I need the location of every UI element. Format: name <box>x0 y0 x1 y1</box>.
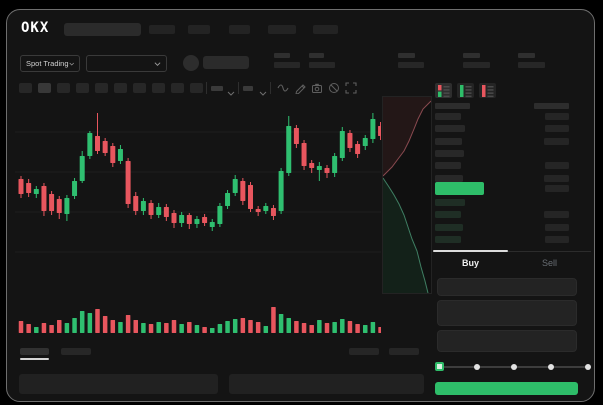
ask-row-amount[interactable] <box>544 137 569 145</box>
ask-row-amount[interactable] <box>545 113 569 120</box>
bottom-tab[interactable] <box>61 348 91 355</box>
chevron-down-icon[interactable] <box>259 84 267 96</box>
ask-row-amount[interactable] <box>544 174 569 182</box>
timeframe-button[interactable] <box>133 83 146 93</box>
orderbook-col-header-price <box>435 103 470 109</box>
timeframe-button[interactable] <box>190 83 203 93</box>
nav-item[interactable] <box>229 25 250 34</box>
bid-row-amount[interactable] <box>545 223 569 231</box>
bid-row-price[interactable] <box>435 223 463 231</box>
last-price-amount <box>545 185 569 192</box>
ask-row-price[interactable] <box>435 137 462 145</box>
order-input-field[interactable] <box>437 278 577 296</box>
timeframe-button[interactable] <box>152 83 165 93</box>
orderbook-last-price[interactable] <box>435 182 484 195</box>
fullscreen-icon[interactable] <box>345 81 357 94</box>
stat-value <box>463 62 490 68</box>
bottom-right-pill[interactable] <box>349 348 379 355</box>
buy-submit-button[interactable] <box>435 382 578 395</box>
tab-buy[interactable]: Buy <box>461 258 479 268</box>
pencil-icon[interactable] <box>294 81 306 95</box>
market-type-label: Spot Trading <box>26 59 69 68</box>
timeframe-button[interactable] <box>38 83 51 93</box>
stat-value <box>398 62 424 68</box>
chevron-down-icon <box>68 62 74 66</box>
orders-panel <box>19 374 218 394</box>
ask-row-price[interactable] <box>435 149 464 157</box>
ask-row-amount[interactable] <box>545 162 569 170</box>
timeframe-button[interactable] <box>95 83 108 93</box>
depth-chart-panel <box>382 96 432 294</box>
stat-label <box>518 53 535 58</box>
timeframe-button[interactable] <box>76 83 89 93</box>
bid-row-price[interactable] <box>435 199 465 206</box>
slider-stop-dot[interactable] <box>585 364 591 370</box>
order-input-field[interactable] <box>437 330 577 352</box>
slider-handle[interactable] <box>435 362 444 371</box>
orders-panel <box>229 374 424 394</box>
stat-label <box>309 53 324 58</box>
orderbook-col-header-amount <box>534 103 569 109</box>
tab-divider <box>433 251 591 252</box>
app-window: OKX Spot Trading <box>6 9 595 402</box>
last-price-display <box>203 56 249 69</box>
candlestick-chart[interactable] <box>15 101 381 291</box>
ask-row-price[interactable] <box>435 174 463 182</box>
slider-stop-dot[interactable] <box>548 364 554 370</box>
camera-icon[interactable] <box>311 81 323 93</box>
timeframe-button[interactable] <box>57 83 70 93</box>
book-bids-only-toggle[interactable] <box>457 83 474 98</box>
nav-item[interactable] <box>268 25 296 34</box>
timeframe-button[interactable] <box>171 83 184 93</box>
book-asks-only-toggle[interactable] <box>479 83 496 98</box>
chevron-down-icon <box>154 61 161 66</box>
nav-item[interactable] <box>188 25 210 34</box>
indicator-dropdown[interactable] <box>243 86 253 91</box>
indicator-dropdown[interactable] <box>211 86 223 91</box>
active-tab-underline <box>433 250 508 252</box>
bid-row-amount[interactable] <box>544 211 569 219</box>
bid-row-price[interactable] <box>435 211 461 219</box>
pair-coin-icon <box>183 55 199 71</box>
stat-label <box>398 53 415 58</box>
depth-chart[interactable] <box>382 97 432 294</box>
ask-row-amount[interactable] <box>545 125 569 133</box>
timeframe-button[interactable] <box>19 83 32 93</box>
stat-value <box>309 62 335 68</box>
stat-value <box>274 62 300 68</box>
bottom-tab[interactable] <box>20 348 49 355</box>
market-type-dropdown[interactable]: Spot Trading <box>20 55 80 72</box>
stat-label <box>463 53 480 58</box>
bottom-right-pill[interactable] <box>389 348 419 355</box>
bid-row-price[interactable] <box>435 235 461 243</box>
ask-row-price[interactable] <box>435 113 461 120</box>
ask-row-price[interactable] <box>435 162 461 170</box>
nav-item[interactable] <box>313 25 338 34</box>
tab-sell[interactable]: Sell <box>541 258 557 268</box>
okx-logo[interactable]: OKX <box>21 20 50 36</box>
wave-icon[interactable] <box>277 81 289 93</box>
book-combined-toggle[interactable] <box>435 83 452 98</box>
chevron-down-icon[interactable] <box>227 84 235 96</box>
volume-chart[interactable] <box>15 295 381 333</box>
bid-row-amount[interactable] <box>545 235 569 243</box>
stat-value <box>518 62 545 68</box>
pair-selector-dropdown[interactable] <box>86 55 167 72</box>
nav-item[interactable] <box>149 25 175 34</box>
timeframe-button[interactable] <box>114 83 127 93</box>
slider-stop-dot[interactable] <box>511 364 517 370</box>
circle-slash-icon[interactable] <box>328 81 340 93</box>
slider-stop-dot[interactable] <box>474 364 480 370</box>
toolbar-divider <box>270 82 271 94</box>
order-input-field[interactable] <box>437 300 577 326</box>
toolbar-divider <box>206 82 207 94</box>
active-bottom-tab-underline <box>20 358 49 360</box>
stat-label <box>274 53 290 58</box>
search-input[interactable] <box>64 23 141 36</box>
ask-row-price[interactable] <box>435 125 465 133</box>
toolbar-divider <box>238 82 239 94</box>
